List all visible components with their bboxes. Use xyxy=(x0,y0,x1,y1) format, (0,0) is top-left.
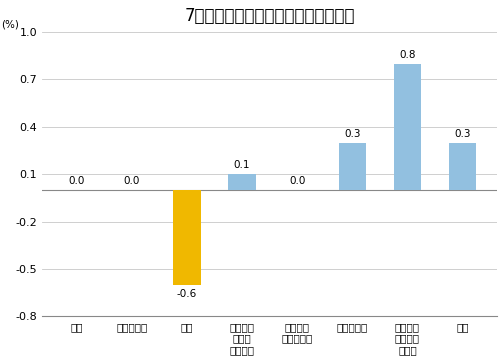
Text: 0.3: 0.3 xyxy=(344,129,360,139)
Text: 0.0: 0.0 xyxy=(69,176,85,186)
Text: 0.3: 0.3 xyxy=(454,129,471,139)
Text: 0.1: 0.1 xyxy=(234,160,250,170)
Bar xyxy=(173,190,201,285)
Text: -0.6: -0.6 xyxy=(177,290,197,299)
Text: 0.0: 0.0 xyxy=(289,176,305,186)
Bar xyxy=(228,174,256,190)
Title: 7月份居民消费价格分类别环比涨跌幅: 7月份居民消费价格分类别环比涨跌幅 xyxy=(184,7,355,25)
Text: 0.8: 0.8 xyxy=(399,50,416,60)
Bar xyxy=(449,143,476,190)
Text: 0.0: 0.0 xyxy=(123,176,140,186)
Text: (%): (%) xyxy=(1,19,19,29)
Bar xyxy=(339,143,366,190)
Bar xyxy=(394,64,421,190)
